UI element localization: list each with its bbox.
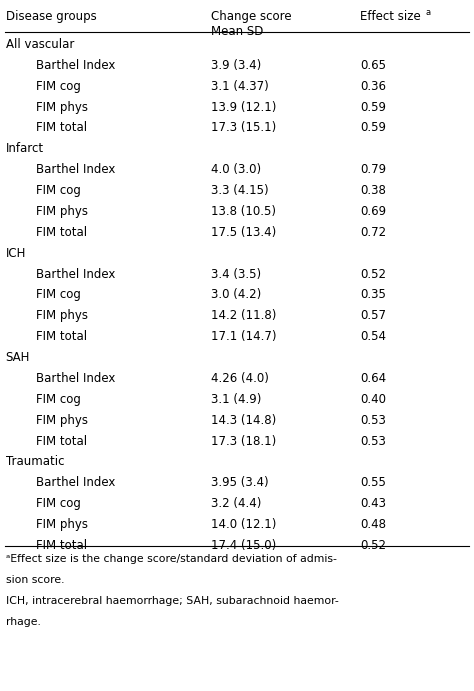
Text: 3.3 (4.15): 3.3 (4.15)	[211, 184, 269, 197]
Text: 0.53: 0.53	[360, 414, 386, 426]
Text: 13.8 (10.5): 13.8 (10.5)	[211, 205, 276, 218]
Text: FIM phys: FIM phys	[36, 101, 88, 113]
Text: FIM cog: FIM cog	[36, 184, 81, 197]
Text: 3.4 (3.5): 3.4 (3.5)	[211, 267, 261, 281]
Text: Effect size: Effect size	[360, 10, 421, 23]
Text: 0.54: 0.54	[360, 330, 386, 343]
Text: Barthel Index: Barthel Index	[36, 163, 115, 176]
Text: 0.43: 0.43	[360, 497, 386, 510]
Text: FIM cog: FIM cog	[36, 79, 81, 93]
Text: FIM total: FIM total	[36, 226, 87, 239]
Text: 17.3 (18.1): 17.3 (18.1)	[211, 435, 276, 448]
Text: Barthel Index: Barthel Index	[36, 372, 115, 385]
Text: 17.3 (15.1): 17.3 (15.1)	[211, 122, 276, 135]
Text: 3.2 (4.4): 3.2 (4.4)	[211, 497, 261, 510]
Text: 14.0 (12.1): 14.0 (12.1)	[211, 518, 276, 531]
Text: 17.5 (13.4): 17.5 (13.4)	[211, 226, 276, 239]
Text: sion score.: sion score.	[6, 575, 64, 585]
Text: 0.79: 0.79	[360, 163, 386, 176]
Text: FIM total: FIM total	[36, 330, 87, 343]
Text: 0.52: 0.52	[360, 539, 386, 552]
Text: ICH, intracerebral haemorrhage; SAH, subarachnoid haemor-: ICH, intracerebral haemorrhage; SAH, sub…	[6, 596, 338, 606]
Text: 0.64: 0.64	[360, 372, 386, 385]
Text: 0.40: 0.40	[360, 392, 386, 406]
Text: 3.1 (4.9): 3.1 (4.9)	[211, 392, 261, 406]
Text: 14.3 (14.8): 14.3 (14.8)	[211, 414, 276, 426]
Text: 0.59: 0.59	[360, 122, 386, 135]
Text: Traumatic: Traumatic	[6, 455, 64, 468]
Text: 0.38: 0.38	[360, 184, 386, 197]
Text: a: a	[426, 8, 431, 17]
Text: 4.26 (4.0): 4.26 (4.0)	[211, 372, 269, 385]
Text: 0.69: 0.69	[360, 205, 386, 218]
Text: 13.9 (12.1): 13.9 (12.1)	[211, 101, 276, 113]
Text: FIM cog: FIM cog	[36, 392, 81, 406]
Text: 0.72: 0.72	[360, 226, 386, 239]
Text: 4.0 (3.0): 4.0 (3.0)	[211, 163, 261, 176]
Text: FIM cog: FIM cog	[36, 497, 81, 510]
Text: FIM phys: FIM phys	[36, 310, 88, 322]
Text: rhage.: rhage.	[6, 616, 41, 627]
Text: 0.35: 0.35	[360, 288, 386, 301]
Text: FIM phys: FIM phys	[36, 414, 88, 426]
Text: 17.1 (14.7): 17.1 (14.7)	[211, 330, 276, 343]
Text: 0.52: 0.52	[360, 267, 386, 281]
Text: 0.36: 0.36	[360, 79, 386, 93]
Text: FIM total: FIM total	[36, 435, 87, 448]
Text: 3.95 (3.4): 3.95 (3.4)	[211, 476, 269, 489]
Text: 0.53: 0.53	[360, 435, 386, 448]
Text: 0.57: 0.57	[360, 310, 386, 322]
Text: Barthel Index: Barthel Index	[36, 476, 115, 489]
Text: 0.55: 0.55	[360, 476, 386, 489]
Text: 0.48: 0.48	[360, 518, 386, 531]
Text: Barthel Index: Barthel Index	[36, 59, 115, 72]
Text: 3.0 (4.2): 3.0 (4.2)	[211, 288, 261, 301]
Text: 3.1 (4.37): 3.1 (4.37)	[211, 79, 269, 93]
Text: FIM phys: FIM phys	[36, 205, 88, 218]
Text: ᵃEffect size is the change score/standard deviation of admis-: ᵃEffect size is the change score/standar…	[6, 554, 337, 565]
Text: 14.2 (11.8): 14.2 (11.8)	[211, 310, 276, 322]
Text: Barthel Index: Barthel Index	[36, 267, 115, 281]
Text: FIM total: FIM total	[36, 122, 87, 135]
Text: Change score
Mean SD: Change score Mean SD	[211, 10, 292, 39]
Text: 3.9 (3.4): 3.9 (3.4)	[211, 59, 261, 72]
Text: ICH: ICH	[6, 247, 26, 260]
Text: SAH: SAH	[6, 351, 30, 364]
Text: Infarct: Infarct	[6, 142, 44, 155]
Text: All vascular: All vascular	[6, 38, 74, 51]
Text: 17.4 (15.0): 17.4 (15.0)	[211, 539, 276, 552]
Text: FIM phys: FIM phys	[36, 518, 88, 531]
Text: FIM cog: FIM cog	[36, 288, 81, 301]
Text: 0.65: 0.65	[360, 59, 386, 72]
Text: FIM total: FIM total	[36, 539, 87, 552]
Text: Disease groups: Disease groups	[6, 10, 96, 23]
Text: 0.59: 0.59	[360, 101, 386, 113]
